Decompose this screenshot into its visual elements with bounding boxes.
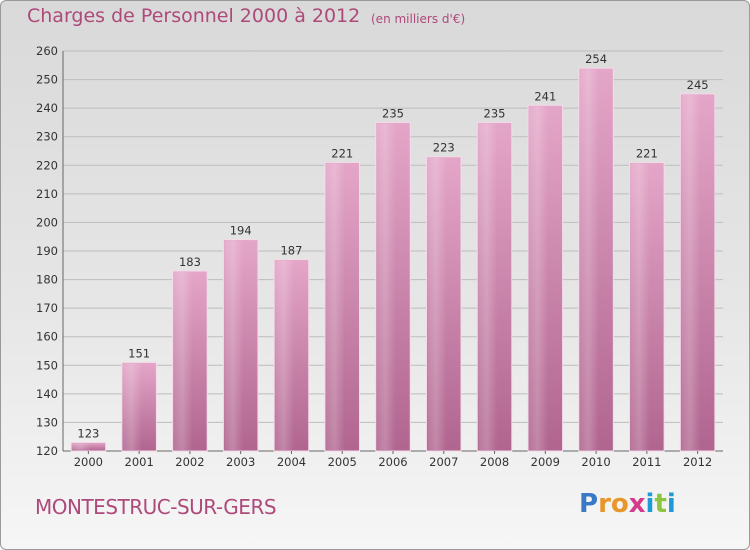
y-tick-label: 200 xyxy=(36,215,58,229)
bar-highlight xyxy=(376,123,396,450)
bar-highlight xyxy=(224,240,244,450)
y-tick-label: 130 xyxy=(36,415,58,429)
bar-highlight xyxy=(325,163,345,450)
x-tick-label: 2000 xyxy=(74,455,103,469)
proxiti-logo: Proxiti xyxy=(579,489,676,519)
bar-highlight xyxy=(427,157,447,450)
y-tick-label: 190 xyxy=(36,244,58,258)
bar-highlight xyxy=(681,94,701,450)
bar-highlight xyxy=(630,163,650,450)
value-label: 151 xyxy=(128,346,150,360)
bar-highlight xyxy=(275,260,295,450)
value-label: 254 xyxy=(585,52,607,66)
value-label: 235 xyxy=(382,106,404,120)
y-tick-label: 260 xyxy=(36,44,58,58)
x-tick-label: 2010 xyxy=(581,455,610,469)
logo-letter: r xyxy=(598,489,611,519)
x-tick-label: 2009 xyxy=(531,455,560,469)
y-tick-label: 120 xyxy=(36,444,58,458)
bar-highlight xyxy=(173,272,193,450)
bar-highlight xyxy=(579,69,599,451)
y-tick-label: 180 xyxy=(36,273,58,287)
x-tick-label: 2008 xyxy=(480,455,509,469)
bars xyxy=(70,67,716,452)
value-label: 245 xyxy=(687,78,709,92)
y-tick-label: 220 xyxy=(36,158,58,172)
bar-highlight xyxy=(122,363,142,450)
y-tick-label: 170 xyxy=(36,301,58,315)
x-tick-label: 2007 xyxy=(429,455,458,469)
x-tick-label: 2005 xyxy=(328,455,357,469)
chart-subtitle: (en milliers d'€) xyxy=(371,12,466,26)
value-label: 223 xyxy=(433,141,455,155)
x-tick-label: 2001 xyxy=(125,455,154,469)
bar-highlight xyxy=(478,123,498,450)
value-label: 123 xyxy=(77,426,99,440)
x-tick-label: 2012 xyxy=(683,455,712,469)
chart-title: Charges de Personnel 2000 à 2012 xyxy=(27,5,361,27)
bar-highlight xyxy=(72,443,92,450)
logo-letter: P xyxy=(579,489,599,519)
value-label: 221 xyxy=(331,146,353,160)
value-label: 194 xyxy=(230,224,252,238)
logo-letter: x xyxy=(628,489,646,519)
y-tick-label: 150 xyxy=(36,358,58,372)
x-axis: 2000 2001 2002 2003 2004 2005 2006 2007 2008 2009… xyxy=(74,451,712,469)
x-tick-label: 2006 xyxy=(378,455,407,469)
value-label: 235 xyxy=(484,106,506,120)
bar-highlight xyxy=(529,106,549,451)
y-tick-label: 250 xyxy=(36,73,58,87)
town-name: MONTESTRUC-SUR-GERS xyxy=(35,495,277,519)
y-tick-label: 240 xyxy=(36,101,58,115)
logo-letter: o xyxy=(610,489,629,519)
value-label: 183 xyxy=(179,255,201,269)
logo-letter: i xyxy=(645,489,655,519)
logo-letter: t xyxy=(654,489,667,519)
y-tick-label: 210 xyxy=(36,187,58,201)
value-label: 241 xyxy=(534,89,556,103)
y-tick-label: 140 xyxy=(36,387,58,401)
value-labels: 123 151 183 194 187 221 235 223 235 241 254 221 245 xyxy=(77,52,708,440)
x-tick-label: 2003 xyxy=(226,455,255,469)
value-label: 187 xyxy=(280,244,302,258)
y-tick-label: 160 xyxy=(36,330,58,344)
logo-letter: i xyxy=(666,489,676,519)
x-tick-label: 2011 xyxy=(632,455,661,469)
y-tick-label: 230 xyxy=(36,130,58,144)
value-label: 221 xyxy=(636,146,658,160)
x-tick-label: 2002 xyxy=(175,455,204,469)
x-tick-label: 2004 xyxy=(277,455,306,469)
